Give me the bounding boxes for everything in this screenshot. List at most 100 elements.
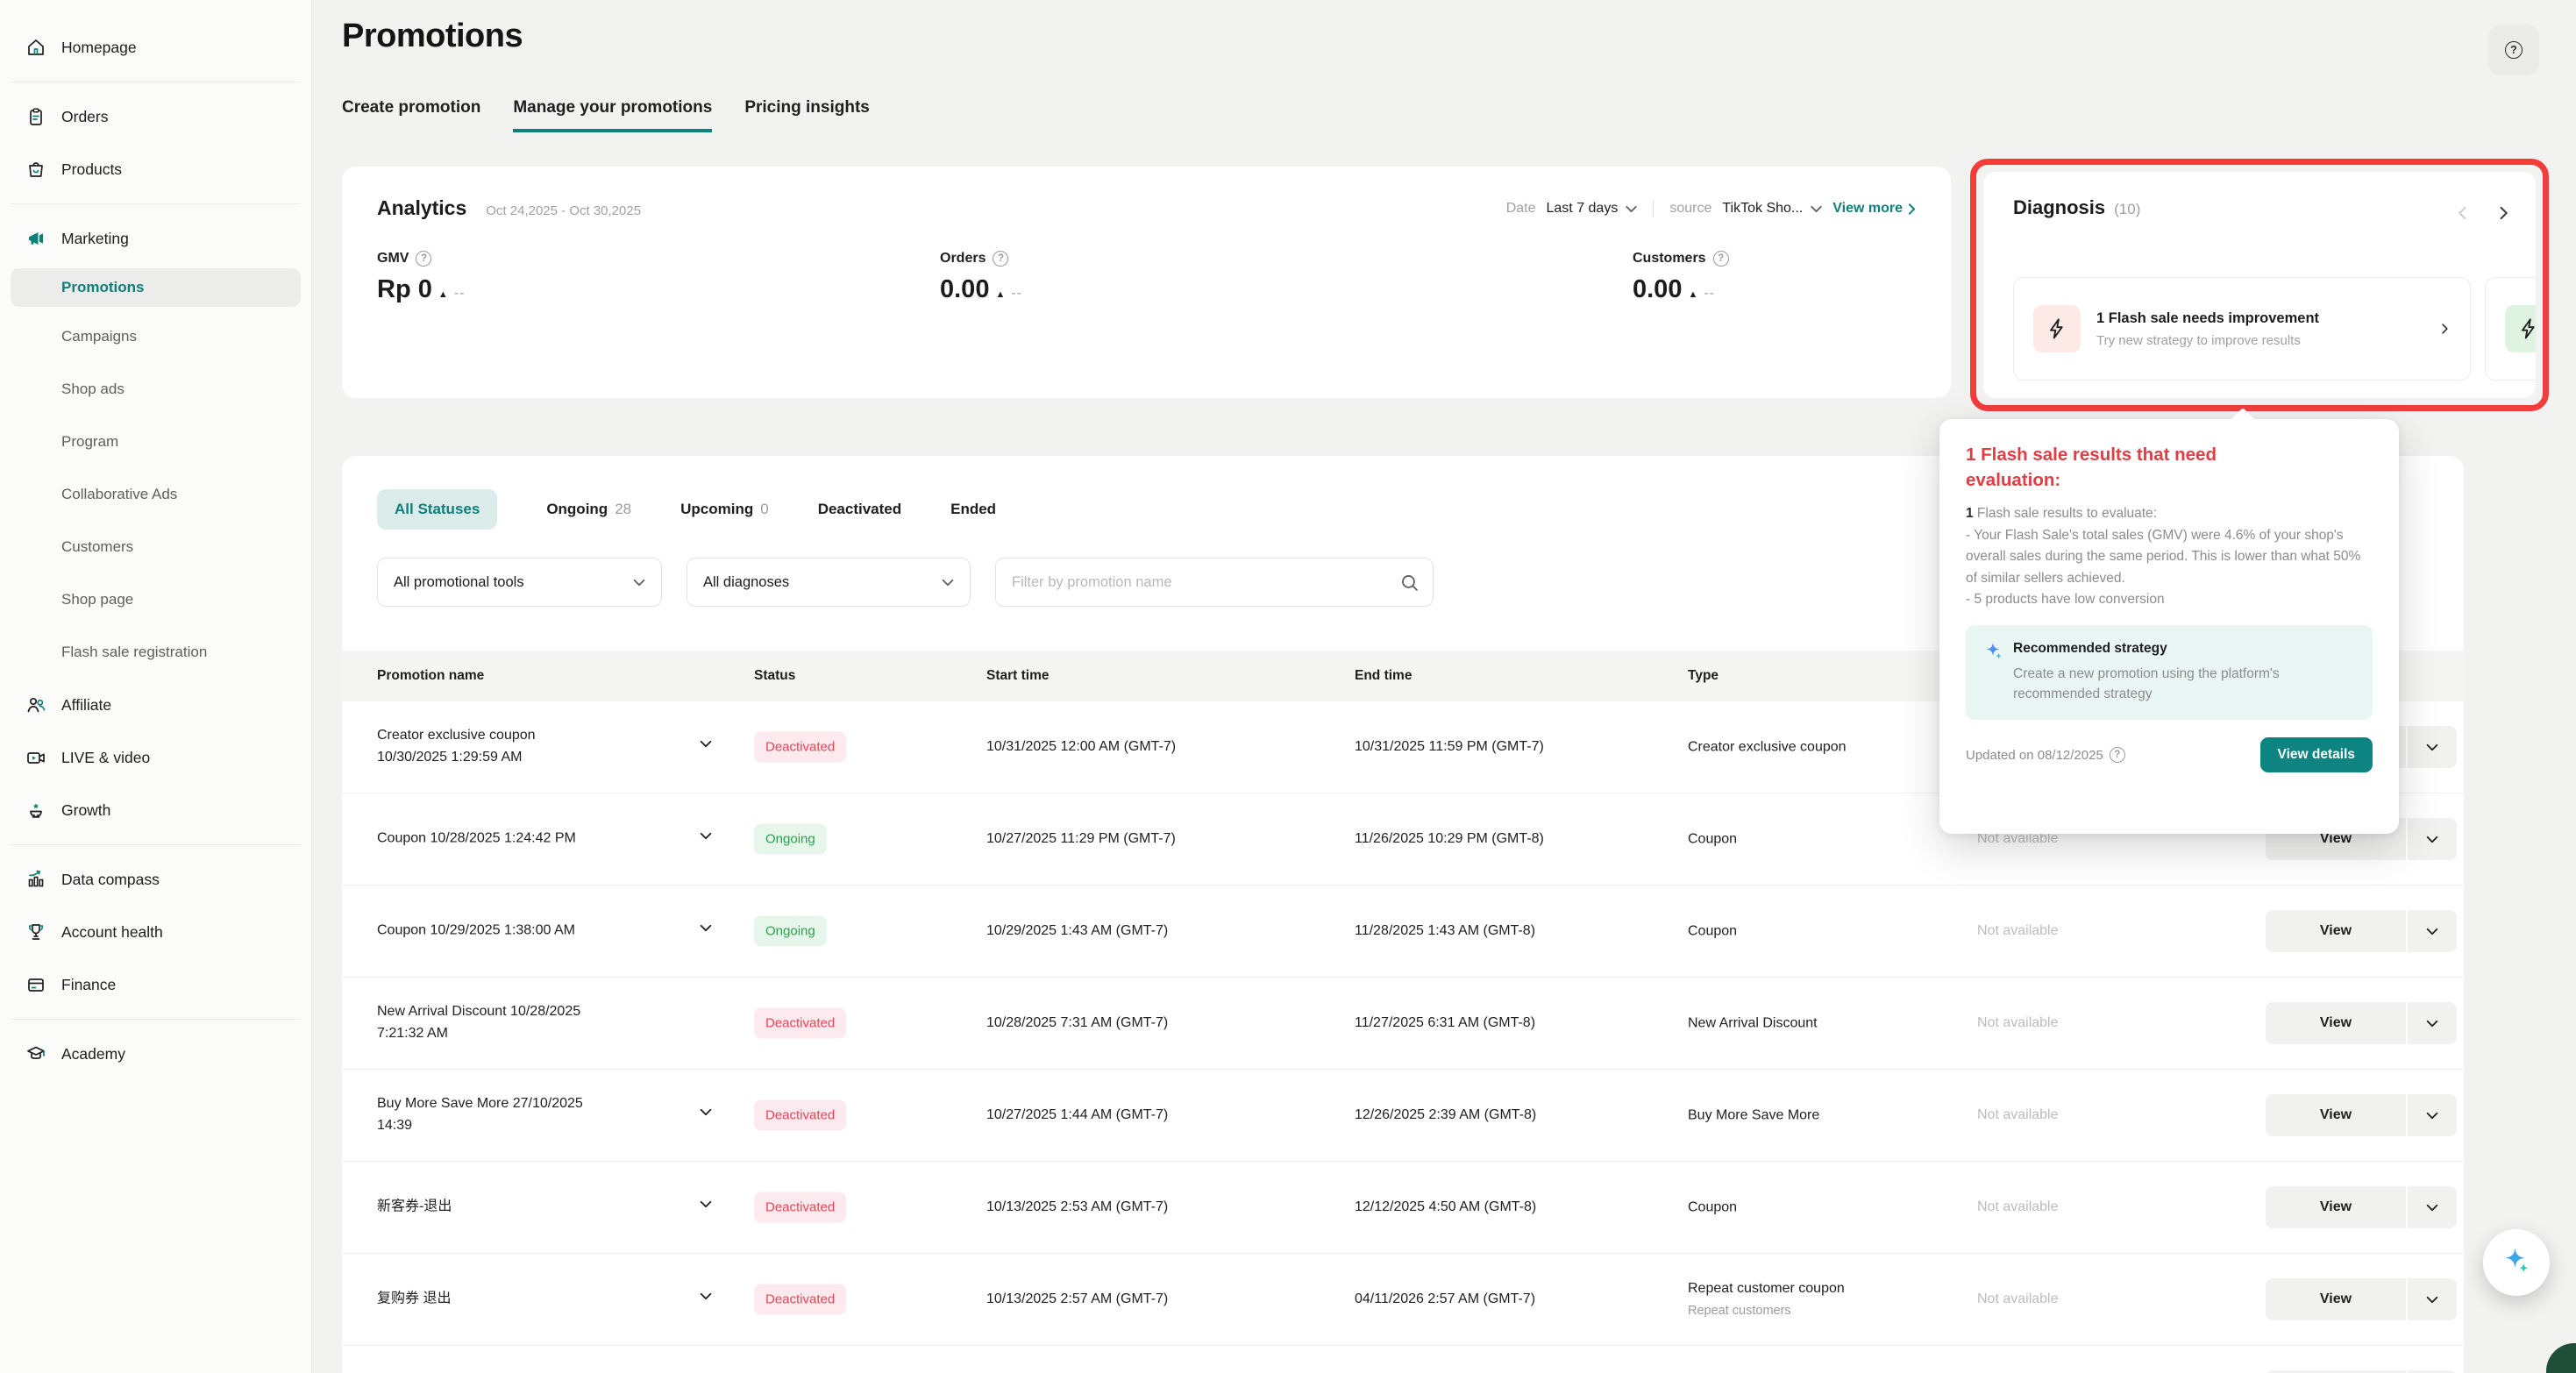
info-icon: ? — [1712, 251, 1729, 267]
expand-row-icon[interactable] — [700, 740, 714, 754]
source-filter-dropdown[interactable]: TikTok Sho... — [1722, 201, 1822, 217]
diagnosis-card-1-flash-sale-needs-improvement[interactable]: 1 Flash sale needs improvement Try new s… — [2013, 277, 2471, 381]
status-tab-deactivated[interactable]: Deactivated — [817, 501, 902, 517]
promotion-name: Coupon 10/28/2025 1:24:42 PM — [377, 830, 576, 846]
sidebar-item-growth[interactable]: Growth — [0, 784, 311, 836]
status-tab-upcoming[interactable]: Upcoming 0 — [680, 501, 769, 517]
tab-manage-your-promotions[interactable]: Manage your promotions — [513, 98, 713, 132]
expand-row-icon[interactable] — [700, 1108, 714, 1122]
sidebar-item-collaborative-ads[interactable]: Collaborative Ads — [0, 468, 311, 521]
start-time: 10/29/2025 1:43 AM (GMT-7) — [986, 923, 1169, 938]
metric-orders: Orders? 0.00 ▲ -- — [940, 251, 1022, 303]
sidebar-item-account-health[interactable]: Account health — [0, 906, 311, 958]
affiliate-icon — [25, 694, 47, 716]
search-input[interactable] — [1012, 573, 1400, 591]
sidebar-item-marketing[interactable]: Marketing — [0, 212, 311, 265]
view-button[interactable]: View — [2266, 1094, 2406, 1136]
search-icon — [1402, 574, 1418, 591]
help-button[interactable]: ? — [2488, 25, 2539, 75]
promotion-name: Buy More Save More 27/10/2025 14:39 — [377, 1096, 583, 1133]
view-button[interactable]: View — [2266, 1278, 2406, 1320]
chevron-down-icon — [942, 579, 954, 586]
delta-up-icon: ▲ — [438, 289, 448, 300]
row-actions-dropdown[interactable] — [2408, 1002, 2457, 1044]
view-details-button[interactable]: View details — [2259, 737, 2373, 773]
ai-assistant-button[interactable] — [2483, 1229, 2550, 1296]
view-button[interactable]: View — [2266, 910, 2406, 952]
popup-body-line: - Your Flash Sale's total sales (GMV) we… — [1966, 527, 2361, 586]
status-tab-ongoing[interactable]: Ongoing 28 — [546, 501, 632, 517]
sidebar-item-academy[interactable]: Academy — [0, 1028, 311, 1080]
sidebar-item-homepage[interactable]: Homepage — [0, 21, 311, 74]
promotional-tools-dropdown[interactable]: All promotional tools — [377, 558, 662, 607]
promotion-name-search[interactable] — [995, 558, 1434, 607]
growth-icon — [25, 799, 47, 822]
tab-pricing-insights[interactable]: Pricing insights — [744, 98, 870, 117]
lightning-icon — [2033, 305, 2081, 352]
products-icon — [25, 158, 47, 181]
row-actions-dropdown[interactable] — [2408, 1370, 2457, 1373]
recommendation-text: Create a new promotion using the platfor… — [2013, 665, 2280, 701]
status-tab-count: 28 — [615, 501, 632, 517]
page-tabs: Create promotion Manage your promotions Pr… — [342, 98, 870, 132]
sidebar-item-flash-sale-registration[interactable]: Flash sale registration — [0, 626, 311, 679]
row-actions-dropdown[interactable] — [2408, 726, 2457, 768]
diagnosis-title: Diagnosis — [2013, 196, 2106, 218]
view-more-link[interactable]: View more — [1832, 201, 1916, 217]
status-badge: Ongoing — [754, 915, 827, 947]
expand-row-icon[interactable] — [700, 924, 714, 938]
diagnosis-cell: Not available — [1977, 1291, 2059, 1306]
sidebar-divider — [11, 203, 301, 204]
sidebar-item-live-video[interactable]: LIVE & video — [0, 731, 311, 784]
start-time: 10/31/2025 12:00 AM (GMT-7) — [986, 739, 1177, 754]
table-row: New Arrival Discount 10/28/2025 7:21:32 … — [342, 978, 2464, 1070]
status-tab-all-statuses[interactable]: All Statuses — [377, 489, 498, 530]
sparkle-icon — [1983, 642, 2004, 663]
sidebar-item-affiliate[interactable]: Affiliate — [0, 679, 311, 731]
column-header-end-time: End time — [1355, 668, 1413, 683]
sidebar-item-products[interactable]: Products — [0, 143, 311, 196]
diagnosis-card[interactable] — [2485, 277, 2536, 381]
sidebar-item-customers[interactable]: Customers — [0, 521, 311, 573]
expand-row-icon[interactable] — [700, 1200, 714, 1214]
sidebar-divider — [11, 844, 301, 845]
start-time: 10/27/2025 1:44 AM (GMT-7) — [986, 1107, 1169, 1122]
promotion-name: 复购券 退出 — [377, 1291, 452, 1306]
sidebar-item-program[interactable]: Program — [0, 416, 311, 468]
row-actions-dropdown[interactable] — [2408, 1278, 2457, 1320]
chevron-down-icon — [1626, 205, 1637, 212]
sidebar-item-promotions[interactable]: Promotions — [11, 268, 301, 307]
view-button[interactable]: View — [2266, 1186, 2406, 1228]
end-time: 10/31/2025 11:59 PM (GMT-7) — [1355, 739, 1544, 754]
sidebar-item-label: Collaborative Ads — [61, 486, 178, 502]
live-icon — [25, 746, 47, 769]
sidebar-item-campaigns[interactable]: Campaigns — [0, 310, 311, 363]
tab-create-promotion[interactable]: Create promotion — [342, 98, 481, 117]
expand-row-icon[interactable] — [700, 1292, 714, 1306]
sidebar-item-label: Marketing — [61, 229, 129, 247]
table-row: Buy More Save More 27/10/2025 14:39 Deac… — [342, 1070, 2464, 1162]
expand-row-icon[interactable] — [700, 832, 714, 846]
view-button[interactable]: View — [2266, 1370, 2406, 1373]
status-tab-ended[interactable]: Ended — [950, 501, 997, 517]
sidebar-item-shop-page[interactable]: Shop page — [0, 573, 311, 626]
start-time: 10/13/2025 2:57 AM (GMT-7) — [986, 1291, 1169, 1306]
table-row: 新客券-退出 Deactivated 10/13/2025 2:53 AM (G… — [342, 1162, 2464, 1254]
sidebar-item-orders[interactable]: Orders — [0, 90, 311, 143]
date-filter-dropdown[interactable]: Last 7 days — [1547, 201, 1638, 217]
sidebar-item-shop-ads[interactable]: Shop ads — [0, 363, 311, 416]
carousel-prev-button[interactable] — [2455, 205, 2471, 221]
row-actions-dropdown[interactable] — [2408, 818, 2457, 860]
carousel-next-button[interactable] — [2495, 205, 2511, 221]
view-button[interactable]: View — [2266, 1002, 2406, 1044]
row-actions-dropdown[interactable] — [2408, 1186, 2457, 1228]
row-actions-dropdown[interactable] — [2408, 1094, 2457, 1136]
diagnoses-dropdown[interactable]: All diagnoses — [687, 558, 971, 607]
diagnosis-count: (10) — [2114, 201, 2141, 217]
analytics-title: Analytics — [377, 196, 467, 219]
sidebar-item-data-compass[interactable]: Data compass — [0, 853, 311, 906]
status-tab-count: 0 — [760, 501, 769, 517]
row-actions-dropdown[interactable] — [2408, 910, 2457, 952]
sidebar-item-finance[interactable]: Finance — [0, 958, 311, 1011]
status-badge: Ongoing — [754, 823, 827, 855]
